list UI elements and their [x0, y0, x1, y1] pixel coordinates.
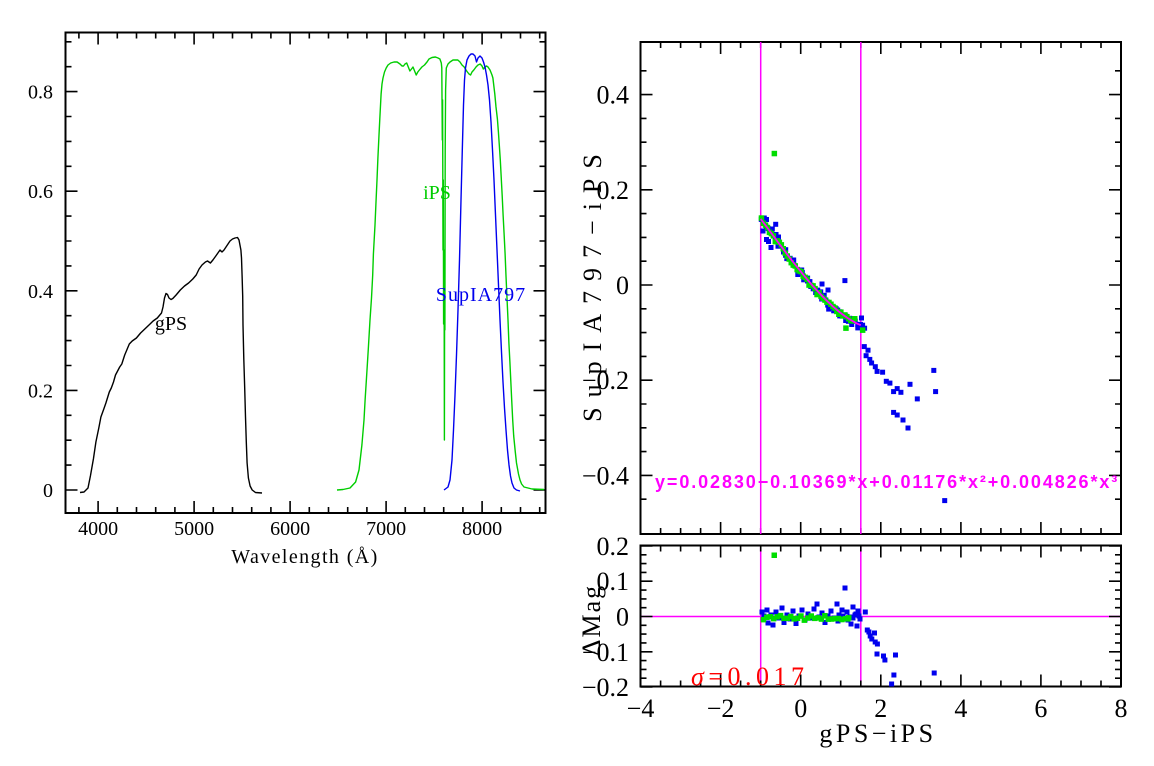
svg-text:0.8: 0.8: [28, 82, 53, 104]
svg-text:6: 6: [1034, 694, 1047, 723]
svg-text:σ=0.017: σ=0.017: [691, 662, 809, 691]
svg-text:0: 0: [616, 271, 629, 300]
svg-text:8: 8: [1115, 694, 1128, 723]
svg-text:6000: 6000: [270, 518, 310, 540]
svg-text:0: 0: [43, 480, 53, 502]
svg-text:−0.2: −0.2: [582, 366, 629, 395]
svg-text:0.2: 0.2: [597, 532, 630, 561]
svg-text:0.2: 0.2: [28, 380, 53, 402]
svg-text:4: 4: [954, 694, 967, 723]
svg-text:−4: −4: [627, 694, 655, 723]
svg-text:−0.1: −0.1: [582, 638, 629, 667]
svg-text:gPS: gPS: [155, 313, 187, 335]
svg-text:7000: 7000: [366, 518, 406, 540]
svg-text:0.1: 0.1: [597, 567, 630, 596]
svg-text:0.2: 0.2: [597, 176, 630, 205]
svg-text:0: 0: [794, 694, 807, 723]
svg-text:Wavelength (Å): Wavelength (Å): [231, 546, 378, 568]
svg-text:0: 0: [616, 603, 629, 632]
svg-text:5000: 5000: [174, 518, 214, 540]
svg-text:0.6: 0.6: [28, 181, 53, 203]
svg-text:−0.4: −0.4: [582, 461, 629, 490]
svg-text:SupIA797: SupIA797: [436, 284, 526, 306]
svg-text:8000: 8000: [462, 518, 502, 540]
svg-text:iPS: iPS: [423, 182, 451, 204]
svg-text:0.4: 0.4: [597, 81, 630, 110]
svg-text:4000: 4000: [78, 518, 118, 540]
svg-text:SupIA797−iPS: SupIA797−iPS: [578, 144, 607, 422]
svg-text:0.4: 0.4: [28, 281, 53, 303]
svg-text:2: 2: [874, 694, 887, 723]
svg-text:ΔMag: ΔMag: [577, 584, 606, 656]
svg-text:gPS−iPS: gPS−iPS: [819, 719, 936, 748]
svg-text:−0.2: −0.2: [582, 673, 629, 702]
svg-text:−2: −2: [707, 694, 735, 723]
svg-text:y=0.02830−0.10369*x+0.01176*x²: y=0.02830−0.10369*x+0.01176*x²+0.004826*…: [655, 472, 1119, 492]
